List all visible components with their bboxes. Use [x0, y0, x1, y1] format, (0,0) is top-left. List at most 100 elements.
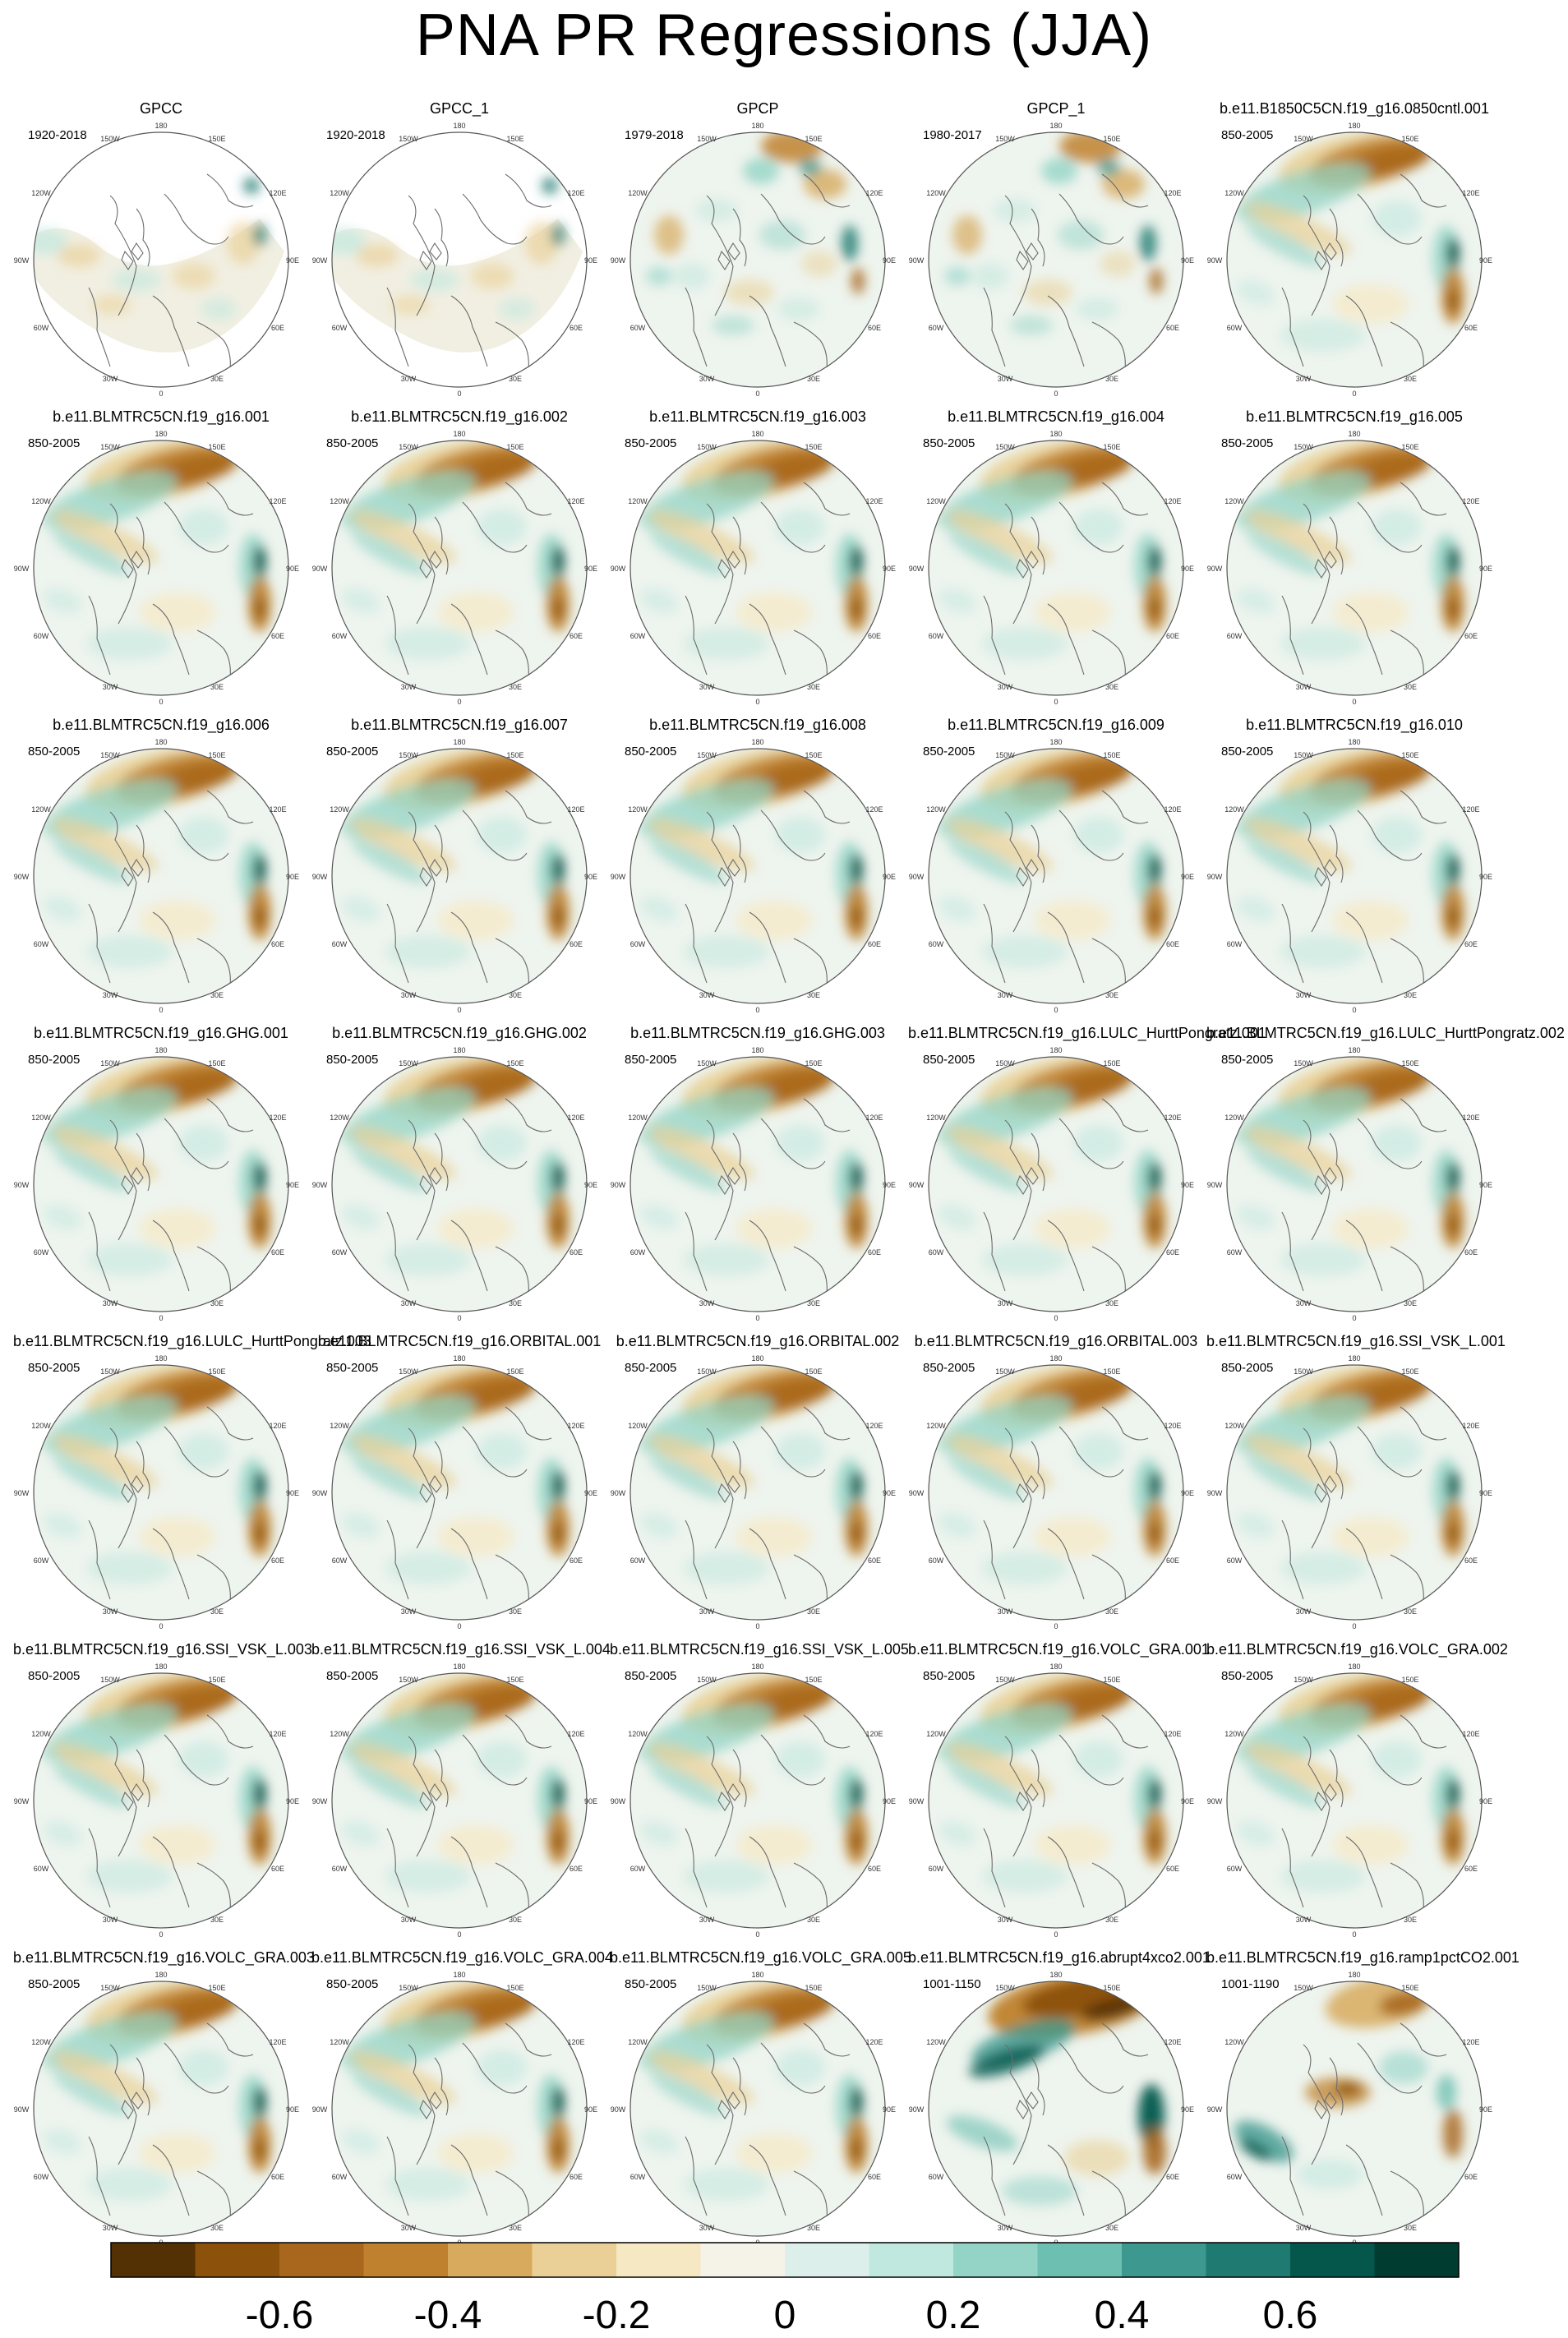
- panel-years: 850-2005: [625, 1361, 677, 1375]
- polar-map: 180 150W 150E 120W 120E 90W 90E 60W 60E 30W 30E 0: [1207, 1046, 1492, 1322]
- longitude-label: 30E: [210, 1299, 224, 1307]
- longitude-label: 120E: [269, 2038, 286, 2046]
- panel-years: 850-2005: [625, 745, 677, 759]
- longitude-label: 90W: [14, 1489, 30, 1497]
- map-panel: b.e11.BLMTRC5CN.f19_g16.010 850-2005 180 15…: [1206, 717, 1502, 1029]
- longitude-label: 150W: [100, 135, 120, 143]
- longitude-label: 120E: [1164, 805, 1181, 814]
- longitude-label: 90W: [312, 2105, 328, 2114]
- longitude-label: 60W: [332, 1248, 348, 1257]
- longitude-label: 0: [1352, 1930, 1356, 1939]
- longitude-label: 150E: [1103, 1367, 1120, 1376]
- longitude-label: 30W: [103, 1916, 118, 1924]
- map-panel: b.e11.BLMTRC5CN.f19_g16.LULC_HurttPongra…: [13, 1333, 371, 1645]
- longitude-label: 60W: [929, 940, 944, 948]
- panel-title: b.e11.BLMTRC5CN.f19_g16.VOLC_GRA.001: [908, 1641, 1210, 1658]
- longitude-label: 90E: [883, 2105, 896, 2114]
- longitude-label: 150E: [805, 751, 822, 759]
- longitude-label: 30E: [509, 1299, 522, 1307]
- polar-map: 180 150W 150E 120W 120E 90W 90E 60W 60E 30W 30E 0: [1207, 738, 1492, 1014]
- longitude-label: 0: [457, 1930, 461, 1939]
- longitude-label: 180: [1348, 122, 1360, 130]
- panel-years: 850-2005: [28, 1053, 81, 1067]
- longitude-label: 120E: [567, 1422, 584, 1430]
- longitude-label: 30W: [103, 2224, 118, 2232]
- longitude-label: 60W: [929, 2173, 944, 2181]
- longitude-label: 60E: [271, 324, 284, 332]
- longitude-label: 150W: [1294, 135, 1313, 143]
- map-panel: b.e11.BLMTRC5CN.f19_g16.GHG.003 850-2005 1…: [610, 1025, 906, 1337]
- polar-map: 180 150W 150E 120W 120E 90W 90E 60W 60E 30W 30E 0: [611, 738, 896, 1014]
- colorbar-swatch: [111, 2243, 196, 2277]
- longitude-label: 60E: [868, 632, 881, 640]
- colorbar-tick-label: -0.6: [246, 2294, 314, 2337]
- map-panel: b.e11.BLMTRC5CN.f19_g16.VOLC_GRA.001 850-…: [908, 1641, 1210, 1953]
- longitude-label: 60E: [1166, 2173, 1179, 2181]
- panel-title: b.e11.BLMTRC5CN.f19_g16.001: [53, 408, 270, 425]
- longitude-label: 30E: [509, 683, 522, 691]
- longitude-label: 150W: [100, 1984, 120, 1992]
- map-panel: GPCC 1920-2018 180 150W 150E 120W 120E 90W 90E 60…: [13, 100, 309, 413]
- longitude-label: 90W: [909, 2105, 925, 2114]
- longitude-label: 90W: [1207, 1489, 1223, 1497]
- longitude-label: 30W: [103, 1607, 118, 1616]
- longitude-label: 0: [1054, 1006, 1058, 1014]
- colorbar-tick-label: 0.6: [1263, 2294, 1318, 2337]
- longitude-label: 120W: [926, 2038, 946, 2046]
- polar-map: 180 150W 150E 120W 120E 90W 90E 60W 60E 30W 30E 0: [611, 122, 896, 398]
- longitude-label: 120W: [628, 1114, 648, 1122]
- longitude-label: 60W: [332, 1556, 348, 1565]
- longitude-label: 150E: [506, 751, 523, 759]
- longitude-label: 90W: [1207, 2105, 1223, 2114]
- longitude-label: 180: [1348, 738, 1360, 746]
- longitude-label: 90W: [611, 1489, 626, 1497]
- longitude-label: 120W: [31, 805, 51, 814]
- map-panel: GPCP 1979-2018 180 150W 150E 120W 120E 90W 90E 60…: [610, 100, 906, 413]
- map-panel: b.e11.BLMTRC5CN.f19_g16.SSI_VSK_L.005 850…: [610, 1641, 909, 1953]
- longitude-label: 180: [1348, 1662, 1360, 1671]
- map-panel: b.e11.BLMTRC5CN.f19_g16.abrupt4xco2.001 1…: [908, 1949, 1211, 2262]
- longitude-label: 150W: [995, 1984, 1015, 1992]
- longitude-label: 150W: [100, 443, 120, 451]
- longitude-label: 0: [1352, 1314, 1356, 1322]
- longitude-label: 90W: [312, 873, 328, 881]
- longitude-label: 120W: [1224, 805, 1244, 814]
- longitude-label: 30W: [103, 1299, 118, 1307]
- longitude-label: 150E: [208, 1367, 225, 1376]
- longitude-label: 120E: [567, 805, 584, 814]
- longitude-label: 60W: [630, 1248, 646, 1257]
- longitude-label: 150W: [399, 1984, 418, 1992]
- longitude-label: 120E: [1164, 189, 1181, 197]
- colorbar: -0.6 -0.4 -0.2 0 0.2 0.4 0.6: [110, 2242, 1460, 2337]
- longitude-label: 60W: [630, 1865, 646, 1873]
- longitude-label: 60E: [868, 1248, 881, 1257]
- longitude-label: 60E: [1166, 1865, 1179, 1873]
- panel-title: GPCC: [139, 100, 182, 117]
- map-panel: b.e11.BLMTRC5CN.f19_g16.SSI_VSK_L.001 850…: [1206, 1333, 1506, 1645]
- longitude-label: 90W: [909, 1797, 925, 1805]
- longitude-label: 120E: [269, 805, 286, 814]
- map-panel: b.e11.BLMTRC5CN.f19_g16.ORBITAL.003 850-2…: [908, 1333, 1204, 1645]
- map-panel: b.e11.BLMTRC5CN.f19_g16.001 850-2005 180 15…: [13, 408, 309, 721]
- polar-map: 180 150W 150E 120W 120E 90W 90E 60W 60E 30W 30E 0: [611, 430, 896, 706]
- longitude-label: 90W: [909, 1489, 925, 1497]
- longitude-label: 120W: [926, 1730, 946, 1738]
- longitude-label: 60W: [630, 632, 646, 640]
- longitude-label: 30W: [699, 375, 715, 383]
- longitude-label: 30W: [998, 991, 1013, 999]
- longitude-label: 150W: [995, 1059, 1015, 1068]
- longitude-label: 120E: [865, 497, 883, 505]
- panel-years: 850-2005: [923, 1669, 975, 1683]
- polar-map: 180 150W 150E 120W 120E 90W 90E 60W 60E 30W 30E 0: [312, 122, 597, 398]
- colorbar-swatch: [700, 2243, 786, 2277]
- longitude-label: 60W: [630, 940, 646, 948]
- colorbar-tick-label: -0.2: [583, 2294, 651, 2337]
- longitude-label: 120E: [1164, 497, 1181, 505]
- longitude-label: 30W: [401, 683, 417, 691]
- longitude-label: 120W: [31, 2038, 51, 2046]
- longitude-label: 120W: [628, 189, 648, 197]
- longitude-label: 150E: [805, 135, 822, 143]
- panel-years: 850-2005: [1221, 128, 1274, 142]
- longitude-label: 30W: [401, 1299, 417, 1307]
- longitude-label: 30E: [509, 991, 522, 999]
